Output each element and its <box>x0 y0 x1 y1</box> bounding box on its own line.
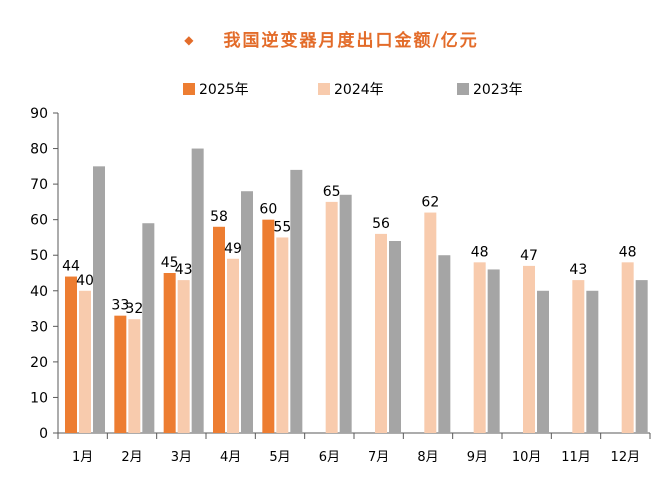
y-tick-label: 30 <box>30 319 48 335</box>
data-label: 44 <box>62 259 80 275</box>
bar <box>325 201 338 433</box>
data-label: 43 <box>175 262 193 278</box>
data-label: 43 <box>569 262 587 278</box>
legend-swatch <box>457 83 469 95</box>
chart-title-text: 我国逆变器月度出口金额/亿元 <box>223 31 479 51</box>
bar <box>177 280 190 433</box>
bar <box>586 290 599 433</box>
x-tick-label: 7月 <box>368 450 389 465</box>
data-label: 47 <box>520 248 538 264</box>
bar <box>276 237 289 433</box>
bar <box>621 262 634 433</box>
data-label: 40 <box>76 273 94 289</box>
legend-swatch <box>318 83 330 95</box>
data-label: 48 <box>471 244 489 260</box>
y-tick-label: 60 <box>30 213 48 229</box>
title-diamond-icon: ◆ <box>184 33 196 47</box>
bar <box>375 233 387 433</box>
y-tick-label: 70 <box>30 177 48 193</box>
bar <box>339 194 352 433</box>
legend-label: 2024年 <box>334 82 384 98</box>
x-tick-label: 3月 <box>171 450 192 465</box>
bar <box>487 269 500 433</box>
legend-swatch <box>183 83 195 95</box>
y-tick-label: 90 <box>30 106 48 122</box>
y-tick-label: 20 <box>30 355 48 371</box>
x-tick-label: 12月 <box>611 450 641 465</box>
y-tick-label: 10 <box>30 390 48 406</box>
y-tick-label: 0 <box>39 426 48 442</box>
x-tick-label: 4月 <box>220 450 241 465</box>
data-label: 33 <box>111 298 129 314</box>
x-tick-label: 6月 <box>319 450 340 465</box>
bar <box>128 319 141 433</box>
bar <box>572 280 585 433</box>
bar <box>537 290 549 433</box>
bar <box>389 241 401 433</box>
data-label: 65 <box>323 184 341 200</box>
data-label: 48 <box>619 244 637 260</box>
data-label: 60 <box>259 202 277 218</box>
y-tick-label: 80 <box>30 142 48 158</box>
data-label: 56 <box>372 216 390 232</box>
x-tick-label: 5月 <box>269 450 290 465</box>
bar <box>163 273 176 433</box>
data-label: 49 <box>224 241 242 257</box>
data-label: 45 <box>161 255 179 271</box>
bar <box>523 265 535 433</box>
bar <box>213 226 225 433</box>
y-tick-label: 40 <box>30 284 48 300</box>
bar <box>635 280 648 433</box>
x-tick-label: 10月 <box>512 450 542 465</box>
bar <box>93 166 105 434</box>
x-tick-label: 8月 <box>417 450 438 465</box>
bar <box>262 219 275 433</box>
bar <box>191 148 204 434</box>
bar <box>142 223 155 433</box>
x-tick-label: 11月 <box>561 450 591 465</box>
bar <box>424 212 437 433</box>
data-label: 32 <box>125 301 143 317</box>
data-label: 58 <box>210 209 228 225</box>
x-tick-label: 9月 <box>467 450 488 465</box>
bar <box>114 315 127 433</box>
bar <box>79 290 91 433</box>
legend-label: 2023年 <box>473 82 523 98</box>
bar <box>65 276 77 433</box>
bar <box>473 262 486 433</box>
bar <box>227 258 239 433</box>
x-tick-label: 1月 <box>72 450 93 465</box>
x-tick-label: 2月 <box>121 450 142 465</box>
data-label: 62 <box>421 195 439 211</box>
legend-label: 2025年 <box>199 82 249 98</box>
bar <box>241 191 253 433</box>
y-tick-label: 50 <box>30 248 48 264</box>
data-label: 55 <box>273 219 291 235</box>
bar <box>438 255 451 433</box>
bar <box>290 169 303 433</box>
chart-title: ◆ 我国逆变器月度出口金额/亿元 <box>0 26 663 51</box>
